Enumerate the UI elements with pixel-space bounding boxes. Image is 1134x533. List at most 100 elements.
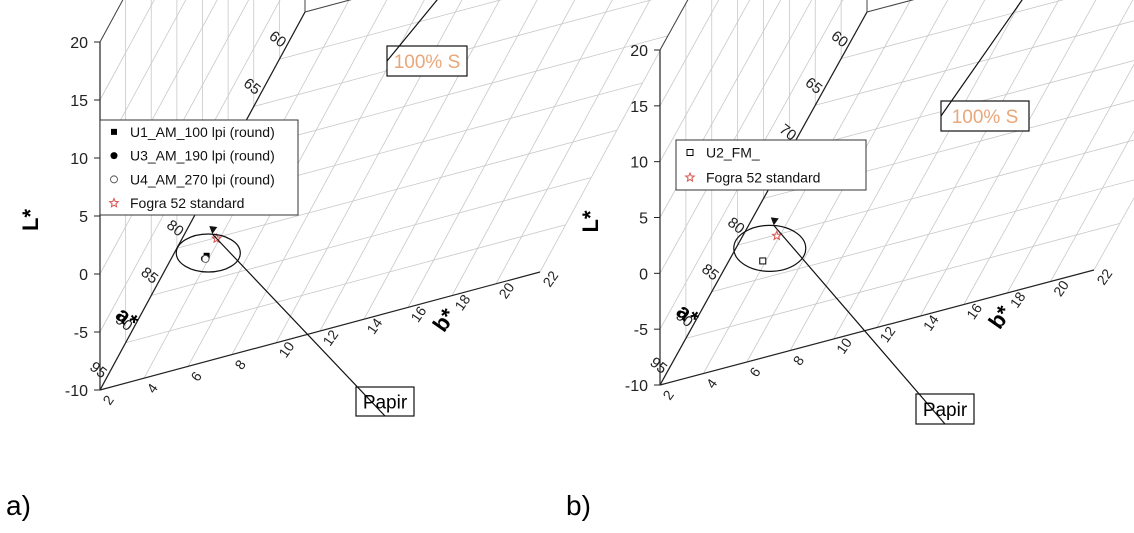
z-tick-label: 15 [630,99,648,116]
floor-grid-line [319,0,500,332]
floor-grid-line [407,0,576,308]
legend: U1_AM_100 lpi (round) U3_AM_190 lpi (roun… [99,119,299,216]
legend-marker [108,197,120,208]
floor-grid-line [1006,63,1134,294]
z-tick-label: 0 [639,266,648,283]
arrowhead [770,217,779,226]
legend-marker [110,175,118,184]
z-axis-title: L* [18,209,43,231]
wall-grid-line [659,0,813,274]
b-tick-label: 4 [703,375,721,391]
floor-grid-line [1093,197,1134,271]
legend-entry: U1_AM_100 lpi (round) [130,124,275,140]
legend-entry: U3_AM_190 lpi (round) [130,148,275,164]
z-tick-label: 5 [79,209,88,226]
a-tick-label: 95 [86,358,110,382]
highlight-ellipse-papir [175,233,241,273]
a-tick-label: 60 [266,28,290,52]
wall-grid-line [659,0,720,107]
a-tick-label: 65 [802,74,826,98]
b-tick-label: 8 [231,357,249,373]
legend-box [99,119,299,216]
highlight-ellipse-papir [733,224,807,272]
data-point [201,255,210,263]
z-axis-title: L* [578,210,603,232]
callout-arrow-papir [773,224,946,425]
b-tick-label: 2 [99,392,117,408]
b-tick-label: 22 [1093,266,1115,288]
z-tick-label: 10 [70,151,88,168]
floor-grid-line [876,0,1060,328]
legend-box [675,139,867,191]
legend-marker [110,152,118,160]
z-tick-label: 20 [70,35,88,52]
floor-grid-line [539,0,688,273]
data-point [771,229,783,241]
data-point [211,232,223,244]
a-tick-label: 60 [828,27,852,51]
floor-grid-line [304,0,352,13]
callout-arrow-100s [940,0,1023,117]
z-tick-label: 0 [79,267,88,284]
z-tick-label: 10 [630,155,648,172]
legend-marker [686,149,694,156]
callout-label-100s: 100% S [952,107,1019,128]
a-tick-label: 85 [138,264,162,288]
floor-grid-line [279,0,502,60]
legend-entry: U2_FM_ [706,145,760,161]
legend-marker [111,128,117,135]
z-tick-label: 15 [70,93,88,110]
a-axis-line [659,11,868,386]
z-tick-label: -5 [634,322,648,339]
a-tick-label: 70 [776,121,800,145]
a-axis-title: a* [111,302,143,335]
z-tick-label: -5 [74,325,88,342]
legend: U2_FM_ Fogra 52 standard [675,139,867,191]
b-axis-line [99,271,541,391]
floor-grid-line [495,0,651,284]
callout-label-papir: Papir [363,393,408,414]
b-axis-line [659,269,1095,386]
a-tick-label: 85 [698,261,722,285]
b-axis-back-edge [304,0,352,13]
floor-grid-line [1050,130,1134,282]
callout-label-100s: 100% S [394,52,461,73]
b-tick-label: 22 [539,268,561,290]
floor-grid-line [275,0,463,343]
floor-grid-line [789,0,986,351]
floor-grid-line [833,0,1023,340]
a-tick-label: 90 [672,307,696,331]
a-tick-label: 90 [112,311,136,335]
legend-entry: Fogra 52 standard [130,195,244,211]
arrowhead [209,226,218,235]
legend-entry: U4_AM_270 lpi (round) [130,171,275,187]
wall-grid-line [659,0,751,162]
callout-arrow-papir [211,233,386,417]
wall-grid-line [99,0,187,159]
floor-grid-line [451,0,613,296]
floor-grid-line [253,0,653,107]
a-tick-label: 95 [646,354,670,378]
z-tick-label: -10 [625,378,648,395]
legend-entry: Fogra 52 standard [706,170,820,186]
a-axis-title: a* [672,298,704,331]
panel-label-a: a) [6,490,31,521]
data-point [759,257,767,265]
panel-label-b: b) [566,490,591,521]
b-tick-label: 6 [746,364,764,380]
a-tick-label: 80 [724,214,748,238]
callout-box-papir [355,386,415,417]
floor-grid-line [363,0,538,320]
wall-grid-line [99,0,155,101]
z-tick-label: 20 [630,43,648,60]
floor-grid-line [963,0,1134,305]
wall-grid-line [304,0,352,13]
floor-grid-line [920,0,1097,317]
b-tick-label: 2 [659,387,677,403]
b-tick-label: 8 [790,352,808,368]
a-tick-label: 80 [163,217,187,241]
b-tick-label: 6 [187,368,205,384]
a-tick-label: 65 [240,75,264,99]
chart-panel-b: 20151050-5-10L*6065707580859095a*2468101… [578,0,1134,425]
legend-marker [684,171,696,183]
